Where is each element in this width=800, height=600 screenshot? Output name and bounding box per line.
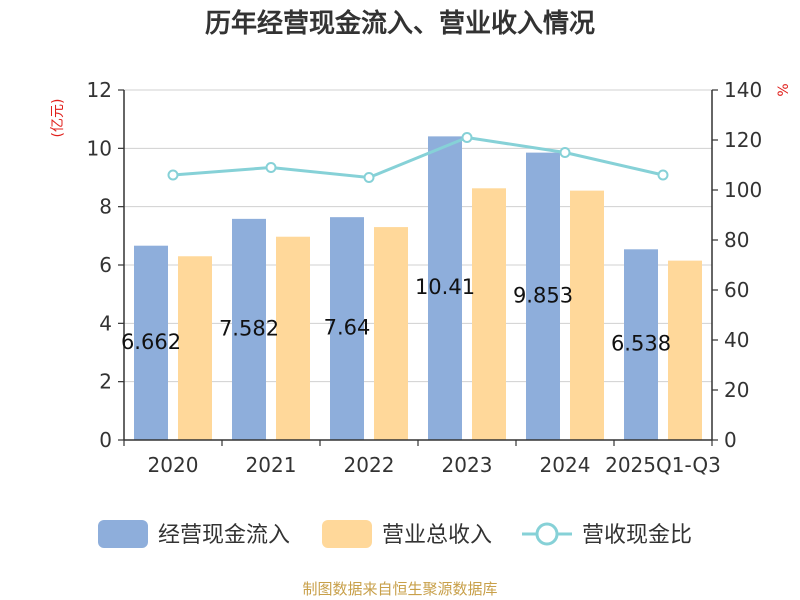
bars: [134, 136, 702, 440]
legend-label: 营收现金比: [582, 523, 692, 548]
ratio-point: [167, 169, 179, 181]
ratio-point: [559, 147, 571, 158]
right-tick-label: 60: [724, 278, 749, 302]
legend-label: 营业总收入: [382, 523, 492, 548]
bar-cash-inflow: [232, 218, 266, 440]
source-note: 制图数据来自恒生聚源数据库: [302, 580, 497, 598]
ratio-point: [461, 132, 473, 143]
right-tick-label: 140: [724, 78, 762, 102]
x-tick-label: 2021: [246, 453, 297, 477]
right-tick-label: 120: [724, 128, 762, 152]
right-tick-label: 100: [724, 178, 762, 202]
gridlines: [124, 89, 712, 441]
data-label: 7.582: [219, 316, 279, 340]
right-axis-unit: %: [776, 83, 792, 96]
x-tick-label: 2022: [344, 453, 395, 477]
left-axis-unit: (亿元): [50, 99, 66, 138]
bar-cash-inflow: [428, 136, 462, 440]
data-label: 6.662: [121, 330, 181, 354]
bar-revenue: [178, 256, 212, 440]
legend-label: 经营现金流入: [158, 523, 290, 548]
ratio-line: [167, 132, 669, 183]
bar-revenue: [472, 188, 506, 440]
x-tick-label: 2025Q1-Q3: [605, 453, 721, 477]
bar-cash-inflow: [624, 249, 658, 440]
bar-revenue: [276, 236, 310, 440]
left-tick-label: 4: [99, 311, 112, 335]
left-tick-label: 12: [87, 78, 112, 102]
legend-swatch: [98, 520, 148, 548]
bar-revenue: [374, 227, 408, 440]
x-tick-label: 2023: [442, 453, 493, 477]
right-tick-label: 40: [724, 328, 749, 352]
left-tick-label: 8: [99, 195, 112, 219]
ratio-point: [657, 169, 669, 181]
bar-cash-inflow: [526, 152, 560, 440]
ratio-line-path: [172, 135, 664, 180]
bar-revenue: [570, 190, 604, 440]
x-tick-label: 2020: [148, 453, 199, 477]
right-tick-label: 80: [724, 228, 749, 252]
x-tick-label: 2024: [540, 453, 591, 477]
left-tick-label: 2: [99, 370, 112, 394]
legend-marker: [535, 522, 559, 546]
right-tick-label: 20: [724, 378, 749, 402]
data-label: 9.853: [513, 283, 573, 307]
bar-cash-inflow: [134, 245, 168, 440]
chart-title: 历年经营现金流入、营业收入情况: [205, 8, 595, 39]
legend-swatch: [322, 520, 372, 548]
data-label: 10.41: [415, 275, 475, 299]
ratio-point: [363, 172, 375, 183]
left-tick-label: 6: [99, 253, 112, 277]
data-labels: 6.662 7.582 7.64 10.41 9.853 6.538: [121, 275, 671, 355]
left-tick-label: 10: [87, 136, 112, 160]
ratio-point: [265, 162, 277, 173]
data-label: 7.64: [324, 316, 371, 340]
bar-revenue: [668, 260, 702, 440]
right-tick-label: 0: [724, 428, 737, 452]
legend: 经营现金流入 营业总收入 营收现金比: [98, 520, 692, 548]
data-label: 6.538: [611, 332, 671, 356]
left-tick-label: 0: [99, 428, 112, 452]
bar-cash-inflow: [330, 217, 364, 440]
